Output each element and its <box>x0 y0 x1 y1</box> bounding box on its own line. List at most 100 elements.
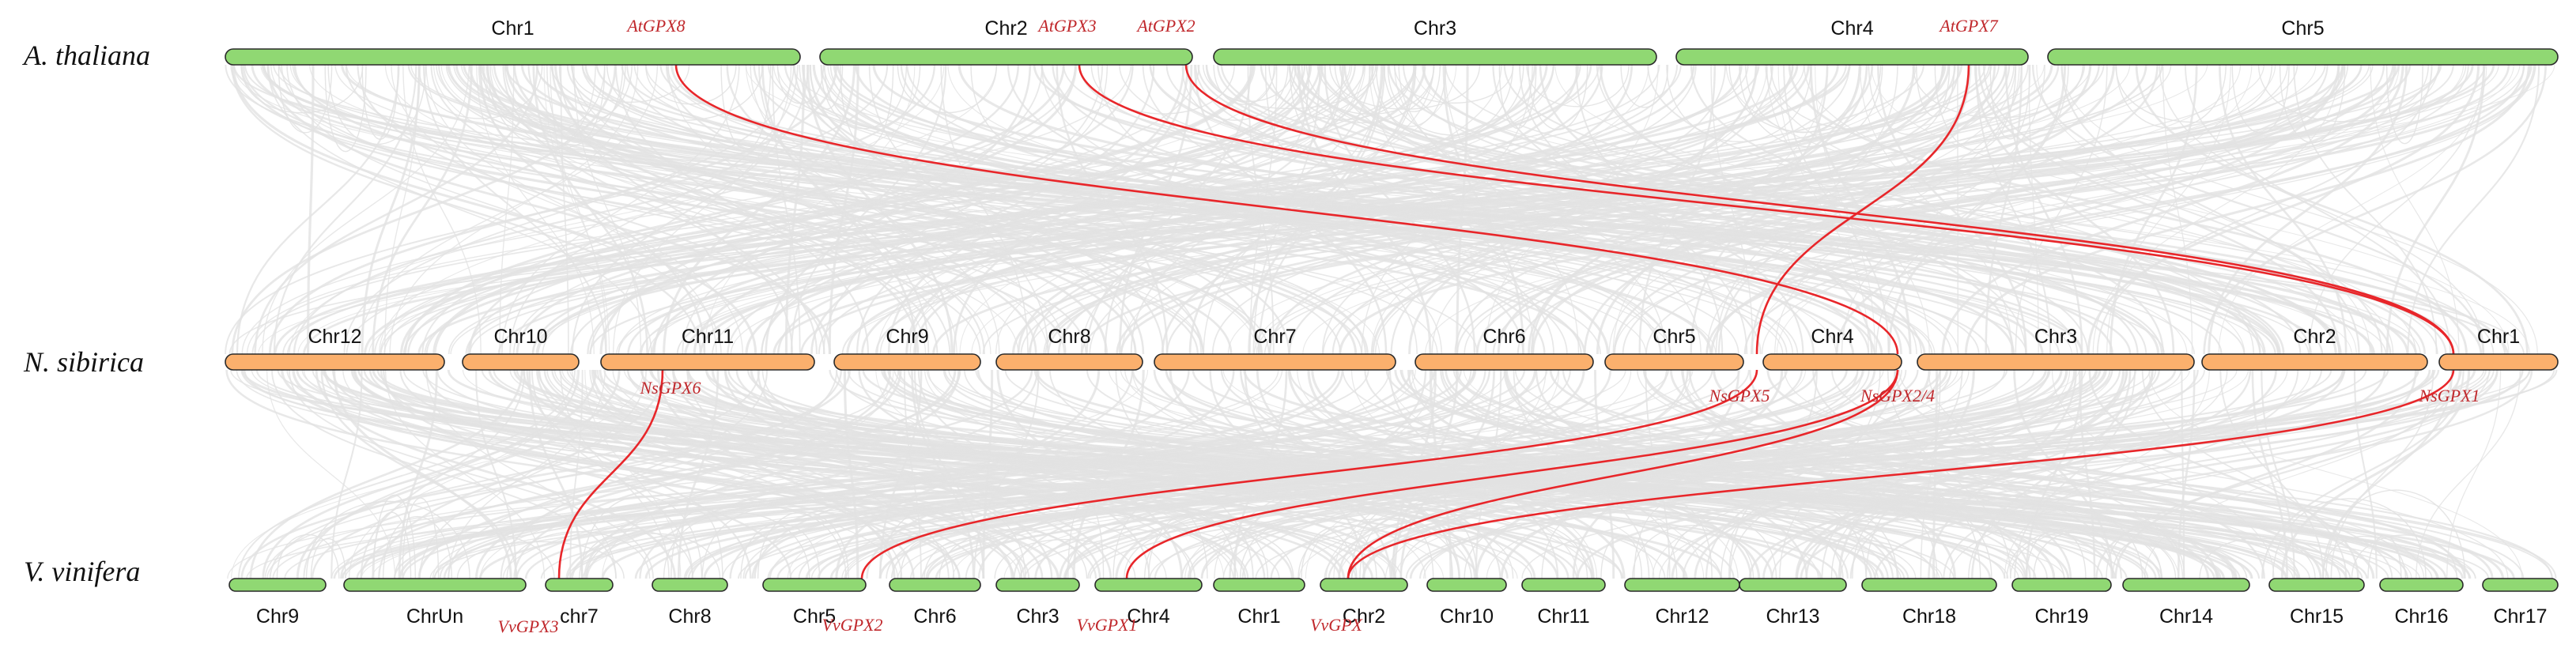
highlight-link-at7-ns5 <box>1755 64 1970 355</box>
background-link-arc <box>663 511 810 579</box>
background-link-arc <box>1634 502 1713 579</box>
background-link <box>1343 64 1902 355</box>
chromosome-label: Chr5 <box>793 605 836 628</box>
background-link <box>281 64 981 355</box>
background-link <box>254 64 538 355</box>
gene-label-vv: VvGPX <box>1310 615 1364 635</box>
background-link <box>965 369 1571 579</box>
highlight-link-ns6-vv3 <box>557 369 664 579</box>
background-link-arc <box>897 64 998 114</box>
background-link-arc <box>1301 64 1417 153</box>
background-link <box>570 64 1581 355</box>
background-link <box>363 369 1838 579</box>
background-link <box>1840 369 2228 579</box>
highlight-link-at2-ns1 <box>1184 64 2455 355</box>
chromosome-bar <box>2438 353 2559 371</box>
background-link <box>1898 369 2509 579</box>
background-link-arc <box>579 530 693 579</box>
chromosome-label: Chr11 <box>1537 605 1589 628</box>
background-link <box>648 64 2172 355</box>
background-link <box>312 369 843 579</box>
chromosome-label: Chr16 <box>2394 605 2448 628</box>
background-link <box>297 64 2208 355</box>
chromosome-bar <box>1521 578 1606 592</box>
background-link <box>443 369 1462 579</box>
chromosome-label: Chr8 <box>1048 326 1090 348</box>
chromosome-bar <box>2482 578 2559 592</box>
background-link <box>750 64 1000 355</box>
chromosome-bar <box>995 578 1080 592</box>
background-link <box>504 64 951 355</box>
background-link-arc <box>1375 64 1447 127</box>
background-link-arc <box>970 64 1109 153</box>
chromosome-bar <box>833 353 981 371</box>
background-link-arc <box>670 511 723 579</box>
chromosome-label: Chr8 <box>668 605 711 628</box>
background-link <box>292 64 1479 355</box>
chromosome-label: Chr10 <box>493 326 547 348</box>
background-link <box>560 64 569 355</box>
chromosome-bar <box>2011 578 2112 592</box>
background-link <box>2079 369 2096 579</box>
chromosome-label: Chr3 <box>2034 326 2077 348</box>
chromosome-label: Chr1 <box>1237 605 1280 628</box>
background-link <box>343 64 795 355</box>
background-link-arc <box>840 64 894 148</box>
background-link <box>1296 64 2392 355</box>
background-link <box>2106 64 2231 355</box>
chromosome-bar <box>2122 578 2250 592</box>
background-link <box>2321 369 2453 579</box>
background-link <box>1457 369 2210 579</box>
background-link <box>296 369 1723 579</box>
background-link <box>704 64 916 355</box>
background-link-arc <box>1830 497 1992 579</box>
background-link <box>1004 369 2351 579</box>
background-link-arc <box>373 494 416 579</box>
background-link-arc <box>1239 521 1358 579</box>
highlighted-gpx-links <box>557 64 2455 579</box>
gene-label-vv2: VvGPX2 <box>822 615 883 635</box>
background-link-arc <box>1289 64 1343 135</box>
background-link <box>572 64 809 355</box>
background-link <box>2141 369 2347 579</box>
background-link <box>806 64 954 355</box>
background-link-arc <box>2257 64 2429 123</box>
background-link <box>1398 64 1667 355</box>
background-link-arc <box>1305 64 1435 115</box>
background-link <box>2036 64 2370 355</box>
background-link-arc <box>2279 64 2346 144</box>
background-link <box>246 64 1351 355</box>
gene-label-ns5: NsGPX5 <box>1709 386 1770 405</box>
background-link <box>639 369 1039 579</box>
background-link <box>303 64 2400 355</box>
chromosome-bar <box>1675 48 2029 66</box>
background-link <box>1445 64 2495 355</box>
background-link-arc <box>1090 64 1235 115</box>
background-link-arc <box>1350 503 1453 579</box>
background-link <box>558 64 793 355</box>
background-link <box>581 64 1788 355</box>
background-link <box>531 369 693 579</box>
background-link-arc <box>1912 64 2084 119</box>
background-link-arc <box>480 64 596 153</box>
background-link <box>1647 64 2261 355</box>
background-link <box>237 369 576 579</box>
background-link <box>1503 64 2302 355</box>
background-link <box>1751 64 2253 355</box>
background-link <box>500 369 769 579</box>
background-link <box>1748 369 2386 579</box>
chromosome-labels: Chr1 Chr2 Chr3 Chr4 Chr5 Chr12 Chr10 Chr11 Chr9 C… <box>256 17 2548 628</box>
gene-label-ns6: NsGPX6 <box>640 378 701 398</box>
species-label: V. vinifera <box>24 556 140 587</box>
gene-labels: AtGPX8 AtGPX3 AtGPX2 AtGPX7 NsGPX6 NsGPX5 NsGP… <box>498 16 2480 636</box>
background-link-arc <box>776 64 825 104</box>
background-link <box>1932 369 1938 579</box>
background-link <box>2015 64 2108 355</box>
background-link-arc <box>810 64 844 110</box>
background-link <box>421 64 1077 355</box>
chromosome-bar <box>1624 578 1740 592</box>
chromosome-label: Chr3 <box>1414 17 1456 40</box>
chromosome-label: Chr9 <box>886 326 928 348</box>
background-link <box>1130 64 1371 355</box>
background-link-arc <box>1526 64 1630 107</box>
